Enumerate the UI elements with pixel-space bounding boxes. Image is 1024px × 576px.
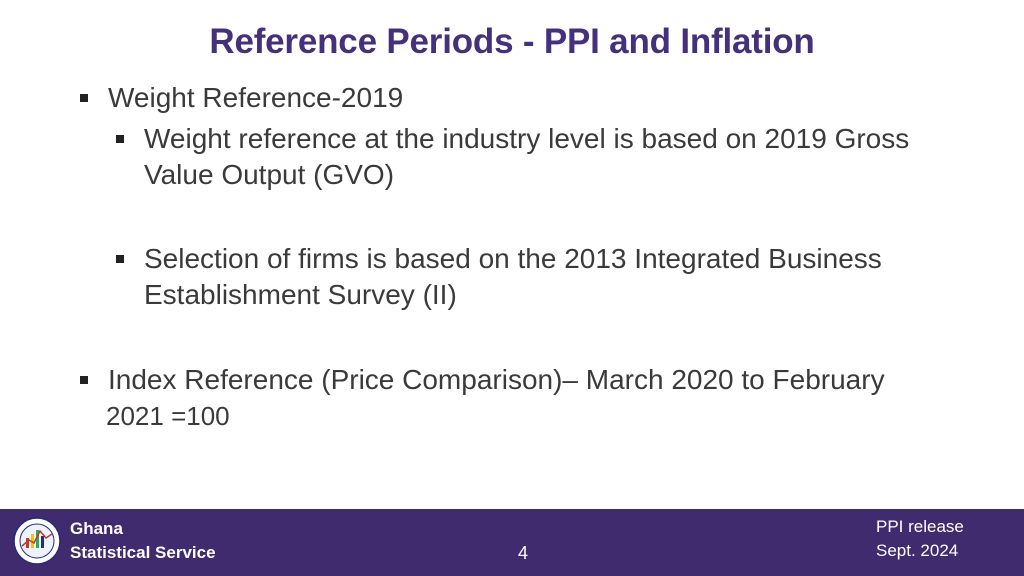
release-date: Sept. 2024 — [876, 541, 959, 560]
release-title: PPI release — [876, 517, 964, 536]
org-name: Ghana Statistical Service — [70, 517, 216, 565]
bullet-continuation: 2021 =100 — [106, 401, 230, 431]
slide-title: Reference Periods - PPI and Inflation — [209, 22, 815, 61]
bullet-square-icon — [116, 135, 124, 143]
footer-bar: Ghana Statistical Service 4 PPI release … — [0, 509, 1024, 576]
bullet-text: Index Reference (Price Comparison)– Marc… — [108, 364, 885, 395]
org-name-line2: Statistical Service — [70, 543, 216, 562]
page-number: 4 — [518, 543, 529, 563]
subbullet-firm-selection: Selection of firms is based on the 2013 … — [116, 241, 976, 313]
bullet-text: Weight reference at the industry level i… — [144, 123, 910, 190]
subbullet-industry-weight: Weight reference at the industry level i… — [116, 121, 936, 193]
org-name-line1: Ghana — [70, 519, 123, 538]
release-info: PPI release Sept. 2024 — [876, 515, 964, 563]
bullet-weight-reference: Weight Reference-2019 — [80, 80, 403, 116]
bullet-text: Selection of firms is based on the 2013 … — [144, 243, 882, 310]
bullet-square-icon — [80, 376, 88, 384]
ghana-statistical-service-logo-icon — [13, 517, 61, 565]
bullet-text: Weight Reference-2019 — [108, 82, 404, 113]
bullet-square-icon — [116, 255, 124, 263]
bullet-square-icon — [80, 94, 88, 102]
bullet-index-reference: Index Reference (Price Comparison)– Marc… — [80, 362, 885, 398]
